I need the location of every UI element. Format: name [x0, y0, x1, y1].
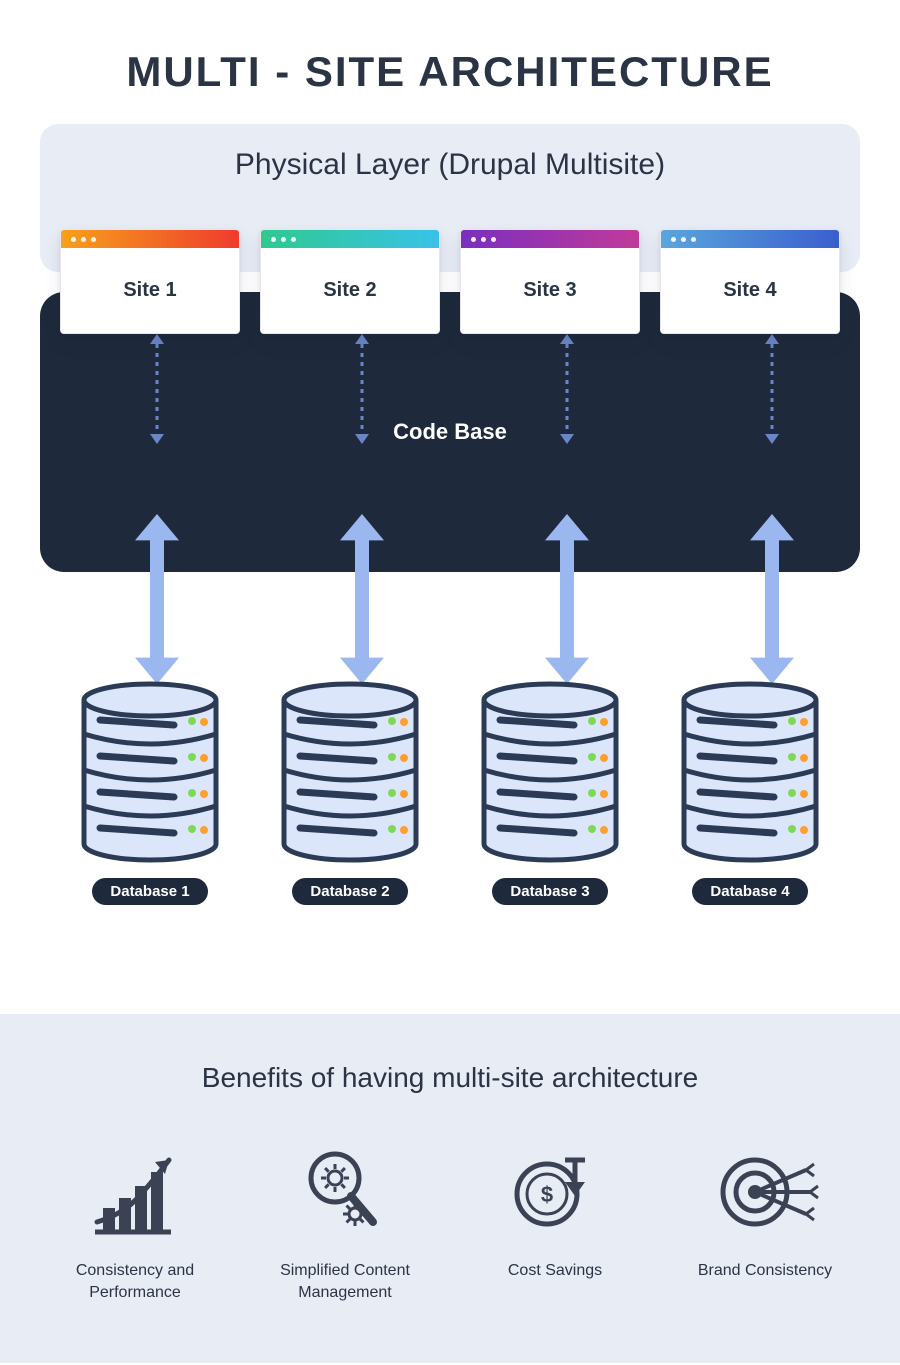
cost-savings-icon: $: [505, 1142, 605, 1242]
codebase-label: Code Base: [393, 419, 507, 445]
physical-layer-title: Physical Layer (Drupal Multisite): [40, 148, 860, 182]
benefits-grid: Consistency and Performance Simplified C…: [40, 1142, 860, 1303]
benefits-title: Benefits of having multi-site architectu…: [40, 1062, 860, 1094]
database-4: Database 4: [660, 674, 840, 905]
window-dot-icon: [681, 237, 686, 242]
database-label: Database 4: [692, 878, 807, 905]
benefit-item-3: $ Cost Savings: [460, 1142, 650, 1303]
site-card-2: Site 2: [260, 229, 440, 334]
target-icon: [710, 1142, 820, 1242]
svg-text:$: $: [541, 1182, 553, 1207]
databases-row: Database 1 Database 2 Database 3: [40, 674, 860, 905]
database-icon: [70, 674, 230, 864]
database-icon: [470, 674, 630, 864]
browser-bar: [261, 230, 439, 248]
window-dot-icon: [691, 237, 696, 242]
page-title: MULTI - SITE ARCHITECTURE: [0, 0, 900, 124]
benefit-label: Simplified Content Management: [265, 1260, 425, 1303]
window-dot-icon: [281, 237, 286, 242]
database-icon: [270, 674, 430, 864]
database-3: Database 3: [460, 674, 640, 905]
magnifier-gears-icon: [295, 1142, 395, 1242]
benefit-item-4: Brand Consistency: [670, 1142, 860, 1303]
window-dot-icon: [91, 237, 96, 242]
window-dot-icon: [491, 237, 496, 242]
window-dot-icon: [271, 237, 276, 242]
window-dot-icon: [481, 237, 486, 242]
database-2: Database 2: [260, 674, 440, 905]
database-label: Database 3: [492, 878, 607, 905]
browser-bar: [661, 230, 839, 248]
browser-bar: [61, 230, 239, 248]
window-dot-icon: [291, 237, 296, 242]
window-dot-icon: [471, 237, 476, 242]
codebase-block: Code Base: [40, 292, 860, 572]
benefit-label: Consistency and Performance: [55, 1260, 215, 1303]
database-label: Database 1: [92, 878, 207, 905]
benefit-item-1: Consistency and Performance: [40, 1142, 230, 1303]
window-dot-icon: [81, 237, 86, 242]
site-label: Site 3: [461, 248, 639, 333]
benefit-label: Brand Consistency: [698, 1260, 832, 1282]
site-label: Site 1: [61, 248, 239, 333]
database-icon: [670, 674, 830, 864]
site-label: Site 4: [661, 248, 839, 333]
growth-chart-icon: [85, 1142, 185, 1242]
site-card-1: Site 1: [60, 229, 240, 334]
database-label: Database 2: [292, 878, 407, 905]
benefit-item-2: Simplified Content Management: [250, 1142, 440, 1303]
database-1: Database 1: [60, 674, 240, 905]
window-dot-icon: [671, 237, 676, 242]
architecture-diagram: Physical Layer (Drupal Multisite) Site 1…: [40, 124, 860, 1004]
site-label: Site 2: [261, 248, 439, 333]
site-card-4: Site 4: [660, 229, 840, 334]
window-dot-icon: [71, 237, 76, 242]
site-card-3: Site 3: [460, 229, 640, 334]
benefit-label: Cost Savings: [508, 1260, 602, 1282]
browser-bar: [461, 230, 639, 248]
sites-row: Site 1 Site 2 Site 3 Site 4: [40, 229, 860, 334]
benefits-section: Benefits of having multi-site architectu…: [0, 1014, 900, 1363]
